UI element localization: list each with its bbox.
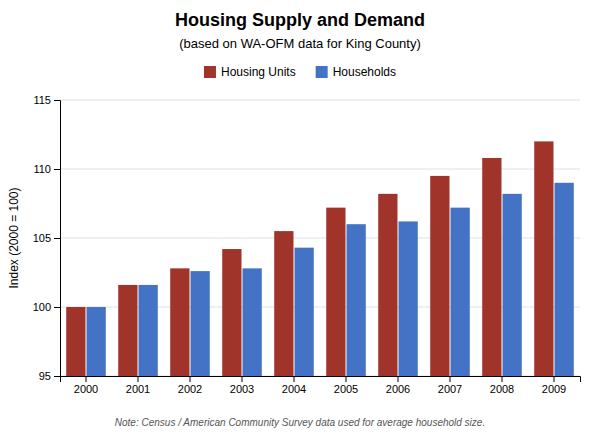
tick-mark xyxy=(242,376,243,382)
tick-mark xyxy=(54,376,60,377)
title: Housing Supply and Demand xyxy=(175,10,425,30)
bar xyxy=(274,231,293,376)
tick-mark xyxy=(54,169,60,170)
tick-mark xyxy=(86,376,87,382)
bars xyxy=(66,141,574,376)
tick-label: 105 xyxy=(33,232,51,244)
tick: 100 xyxy=(33,301,60,313)
y-axis: 95 100 105 110 115 xyxy=(33,94,61,382)
plot: 9510010511011520002001200220032004200520… xyxy=(33,94,581,434)
tick: 2002 xyxy=(178,376,202,395)
bar xyxy=(534,141,553,376)
bar xyxy=(191,271,210,376)
tick-mark xyxy=(502,376,503,382)
bar xyxy=(430,176,449,376)
tick: 95 xyxy=(39,370,60,382)
grid-line xyxy=(60,238,580,239)
tick: 2001 xyxy=(126,376,150,395)
tick: 2004 xyxy=(282,376,306,395)
tick-label: 2000 xyxy=(74,383,98,395)
tick: 110 xyxy=(33,163,60,175)
bar xyxy=(503,194,522,376)
tick: 2000 xyxy=(74,376,98,395)
grid-line xyxy=(60,169,580,170)
tick-mark xyxy=(398,376,399,382)
legend: Housing Units Households xyxy=(204,65,396,79)
bar xyxy=(451,208,470,376)
tick: 2008 xyxy=(490,376,514,395)
x-axis: 2000 2001 2002 2003 2004 2005 2006 2007 2008 2009 xyxy=(61,376,581,395)
legend-label: Housing Units xyxy=(221,65,296,79)
grid-line xyxy=(60,307,580,308)
tick-label: 115 xyxy=(33,94,51,106)
tick-mark xyxy=(54,100,60,101)
tick: 115 xyxy=(33,94,60,106)
tick-mark xyxy=(54,307,60,308)
tick: 2007 xyxy=(438,376,462,395)
tick-mark xyxy=(294,376,295,382)
bar xyxy=(243,268,262,376)
grid xyxy=(60,100,580,376)
legend-swatch xyxy=(204,66,216,78)
bar xyxy=(295,248,314,376)
bar xyxy=(170,268,189,376)
tick-mark xyxy=(554,376,555,382)
tick-label: 2005 xyxy=(334,383,358,395)
bar xyxy=(378,194,397,376)
tick-label: 2008 xyxy=(490,383,514,395)
tick-label: 2009 xyxy=(542,383,566,395)
tick-label: 2007 xyxy=(438,383,462,395)
series xyxy=(66,141,553,376)
tick-label: 2004 xyxy=(282,383,306,395)
y-axis-title: Index (2000 = 100) xyxy=(7,187,21,288)
footnote: Note: Census / American Community Survey… xyxy=(115,417,485,428)
axis-line xyxy=(54,101,61,377)
tick-mark xyxy=(450,376,451,382)
bar xyxy=(139,285,158,376)
legend-label: Households xyxy=(333,65,396,79)
bar xyxy=(399,221,418,376)
series xyxy=(87,183,574,376)
bar xyxy=(482,158,501,376)
bar xyxy=(347,224,366,376)
tick-label: 2006 xyxy=(386,383,410,395)
bar xyxy=(555,183,574,376)
tick: 2009 xyxy=(542,376,566,395)
tick-label: 110 xyxy=(33,163,51,175)
bar xyxy=(326,208,345,376)
tick-mark xyxy=(138,376,139,382)
legend-swatch xyxy=(316,66,328,78)
tick: 2003 xyxy=(230,376,254,395)
bar xyxy=(222,249,241,376)
tick: 2005 xyxy=(334,376,358,395)
tick-mark xyxy=(346,376,347,382)
bar xyxy=(118,285,137,376)
tick-label: 2001 xyxy=(126,383,150,395)
axis-line xyxy=(61,377,581,383)
tick-label: 2002 xyxy=(178,383,202,395)
bar xyxy=(87,307,106,376)
bar xyxy=(66,307,85,376)
legend-item: Housing Units xyxy=(204,65,296,79)
tick-label: 100 xyxy=(33,301,51,313)
legend-item: Households xyxy=(316,65,396,79)
tick-label: 2003 xyxy=(230,383,254,395)
chart: Housing Supply and Demand (based on WA-OF… xyxy=(0,0,600,434)
grid-line xyxy=(60,100,580,101)
subtitle: (based on WA-OFM data for King County) xyxy=(179,36,421,51)
tick-mark xyxy=(54,238,60,239)
tick-mark xyxy=(190,376,191,382)
tick: 105 xyxy=(33,232,60,244)
tick-label: 95 xyxy=(39,370,51,382)
tick: 2006 xyxy=(386,376,410,395)
